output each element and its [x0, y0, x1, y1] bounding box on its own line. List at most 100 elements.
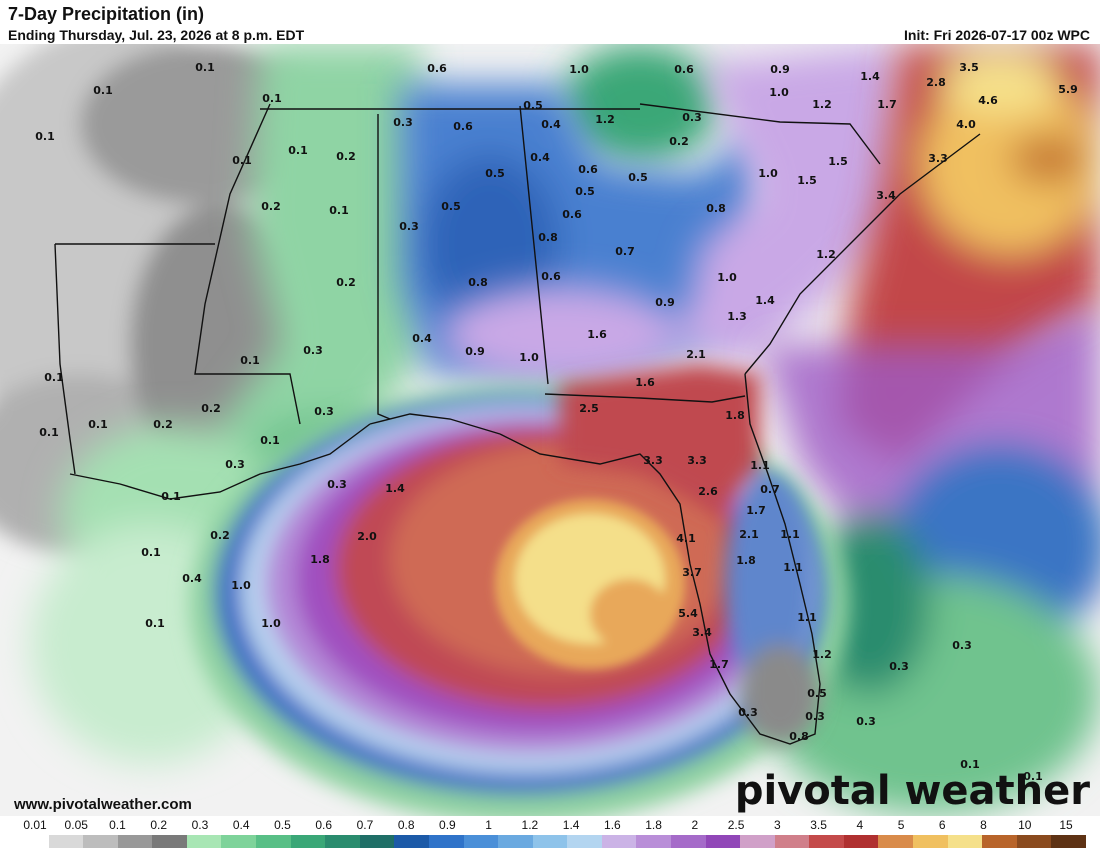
- legend-swatch: [670, 835, 706, 848]
- legend-label: 0.2: [150, 818, 168, 832]
- legend-swatch: [394, 835, 429, 848]
- precip-value-label: 0.1: [145, 617, 165, 630]
- precip-value-label: 1.6: [635, 376, 655, 389]
- precip-value-label: 0.2: [210, 529, 230, 542]
- precip-value-label: 4.6: [978, 94, 998, 107]
- precip-value-label: 0.1: [35, 130, 55, 143]
- precip-value-label: 0.5: [441, 200, 461, 213]
- precip-value-label: 0.3: [952, 639, 972, 652]
- color-legend: 0.01 0.05 0.1 0.2 0.3 0.4 0.5 0.6 0.7 0.8 0.9 1 1.2 1…: [0, 816, 1100, 850]
- precip-value-label: 0.6: [578, 163, 598, 176]
- precip-value-label: 0.2: [261, 200, 281, 213]
- legend-label: 0.3: [191, 818, 209, 832]
- precip-value-label: 0.1: [232, 154, 252, 167]
- legend-swatch: [48, 835, 84, 848]
- precip-value-label: 3.3: [928, 152, 948, 165]
- precip-value-label: 0.9: [770, 63, 790, 76]
- legend-swatch: [878, 835, 914, 848]
- precip-value-label: 1.5: [797, 174, 817, 187]
- legend-swatch: [256, 835, 291, 848]
- precip-value-label: 2.8: [926, 76, 946, 89]
- precip-value-labels: 0.1 0.1 0.1 0.1 0.1 0.1 0.2 0.2 0.1 0.3 0.2 0.3 0.1 0…: [35, 61, 1078, 783]
- legend-swatch: [532, 835, 568, 848]
- precip-value-label: 4.1: [676, 532, 696, 545]
- precip-value-label: 0.3: [889, 660, 909, 673]
- legend-label: 0.9: [439, 818, 456, 832]
- legend-label: 0.7: [356, 818, 374, 832]
- precip-value-label: 0.1: [1023, 770, 1043, 783]
- precip-value-label: 0.1: [240, 354, 260, 367]
- precip-value-label: 1.7: [877, 98, 897, 111]
- legend-swatch: [774, 835, 810, 848]
- state-borders: [54, 103, 981, 745]
- model-init-time: Init: Fri 2026-07-17 00z WPC: [904, 27, 1090, 43]
- website-url[interactable]: www.pivotalweather.com: [14, 796, 192, 813]
- legend-swatch: [705, 835, 741, 848]
- legend-swatch: [463, 835, 499, 848]
- precip-value-label: 1.0: [769, 86, 789, 99]
- legend-swatch: [1051, 835, 1086, 848]
- legend-labels: 0.01 0.05 0.1 0.2 0.3 0.4 0.5 0.6 0.7 0.8 0.9 1 1.2 1…: [0, 818, 1100, 834]
- precip-value-label: 0.6: [674, 63, 694, 76]
- precip-value-label: 0.8: [789, 730, 809, 743]
- legend-label: 15: [1059, 818, 1073, 832]
- precip-value-label: 4.0: [956, 118, 976, 131]
- precip-value-label: 0.1: [260, 434, 280, 447]
- precip-value-label: 0.3: [327, 478, 347, 491]
- precip-value-label: 0.2: [153, 418, 173, 431]
- legend-swatch: [83, 835, 118, 848]
- precip-value-label: 0.3: [399, 220, 419, 233]
- legend-swatch: [325, 835, 360, 848]
- map-valid-time: Ending Thursday, Jul. 23, 2026 at 8 p.m.…: [8, 27, 305, 43]
- precip-value-label: 0.5: [628, 171, 648, 184]
- precip-value-label: 0.3: [303, 344, 323, 357]
- precip-value-label: 1.7: [746, 504, 766, 517]
- precip-value-label: 0.1: [195, 61, 215, 74]
- legend-swatch: [498, 835, 533, 848]
- precip-value-label: 1.8: [736, 554, 756, 567]
- precipitation-map[interactable]: 0.1 0.1 0.1 0.1 0.1 0.1 0.2 0.2 0.1 0.3 0.2 0.3 0.1 0…: [0, 44, 1100, 816]
- precip-value-label: 0.6: [453, 120, 473, 133]
- legend-label: 1.8: [645, 818, 662, 832]
- legend-swatch: [1016, 835, 1052, 848]
- legend-label: 0.1: [109, 818, 126, 832]
- precip-value-label: 5.9: [1058, 83, 1078, 96]
- precip-value-label: 1.0: [717, 271, 737, 284]
- legend-label: 0.01: [23, 818, 47, 832]
- precip-value-label: 3.3: [643, 454, 663, 467]
- legend-swatch: [428, 835, 464, 848]
- legend-label: 1.2: [521, 818, 539, 832]
- precip-value-label: 0.4: [412, 332, 432, 345]
- precip-value-label: 1.1: [797, 611, 817, 624]
- precip-value-label: 0.3: [682, 111, 702, 124]
- precip-value-label: 2.6: [698, 485, 718, 498]
- map-title: 7-Day Precipitation (in): [8, 4, 205, 24]
- precip-value-label: 0.3: [738, 706, 758, 719]
- precip-value-label: 0.4: [541, 118, 561, 131]
- precip-value-label: 0.1: [161, 490, 181, 503]
- precip-value-label: 1.2: [816, 248, 836, 261]
- legend-swatch: [186, 835, 222, 848]
- precip-value-label: 1.4: [385, 482, 405, 495]
- precip-value-label: 0.1: [93, 84, 113, 97]
- legend-label: 0.5: [274, 818, 291, 832]
- precip-value-label: 0.5: [485, 167, 505, 180]
- precip-value-label: 0.4: [182, 572, 202, 585]
- legend-label: 1.4: [562, 818, 580, 832]
- legend-label: 3: [773, 818, 781, 832]
- legend-label: 1.6: [604, 818, 621, 832]
- map-header: 7-Day Precipitation (in) Ending Thursday…: [0, 0, 1100, 44]
- legend-swatch: [913, 835, 948, 848]
- legend-swatch: [947, 835, 983, 848]
- precip-value-label: 0.5: [807, 687, 827, 700]
- legend-swatch: [290, 835, 326, 848]
- legend-swatch: [809, 835, 844, 848]
- legend-swatch: [601, 835, 637, 848]
- legend-swatch: [567, 835, 602, 848]
- precip-value-label: 0.2: [201, 402, 221, 415]
- legend-label: 0.05: [64, 818, 88, 832]
- legend-label: 8: [980, 818, 987, 832]
- legend-label: 6: [938, 818, 946, 832]
- precip-value-label: 0.3: [805, 710, 825, 723]
- legend-label: 0.4: [232, 818, 250, 832]
